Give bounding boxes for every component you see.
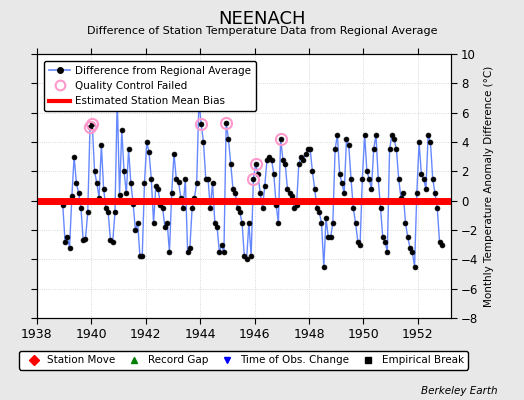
Text: Berkeley Earth: Berkeley Earth [421,386,498,396]
Y-axis label: Monthly Temperature Anomaly Difference (°C): Monthly Temperature Anomaly Difference (… [484,65,494,307]
Text: NEENACH: NEENACH [219,10,305,28]
Text: Difference of Station Temperature Data from Regional Average: Difference of Station Temperature Data f… [87,26,437,36]
Legend: Station Move, Record Gap, Time of Obs. Change, Empirical Break: Station Move, Record Gap, Time of Obs. C… [19,351,468,370]
